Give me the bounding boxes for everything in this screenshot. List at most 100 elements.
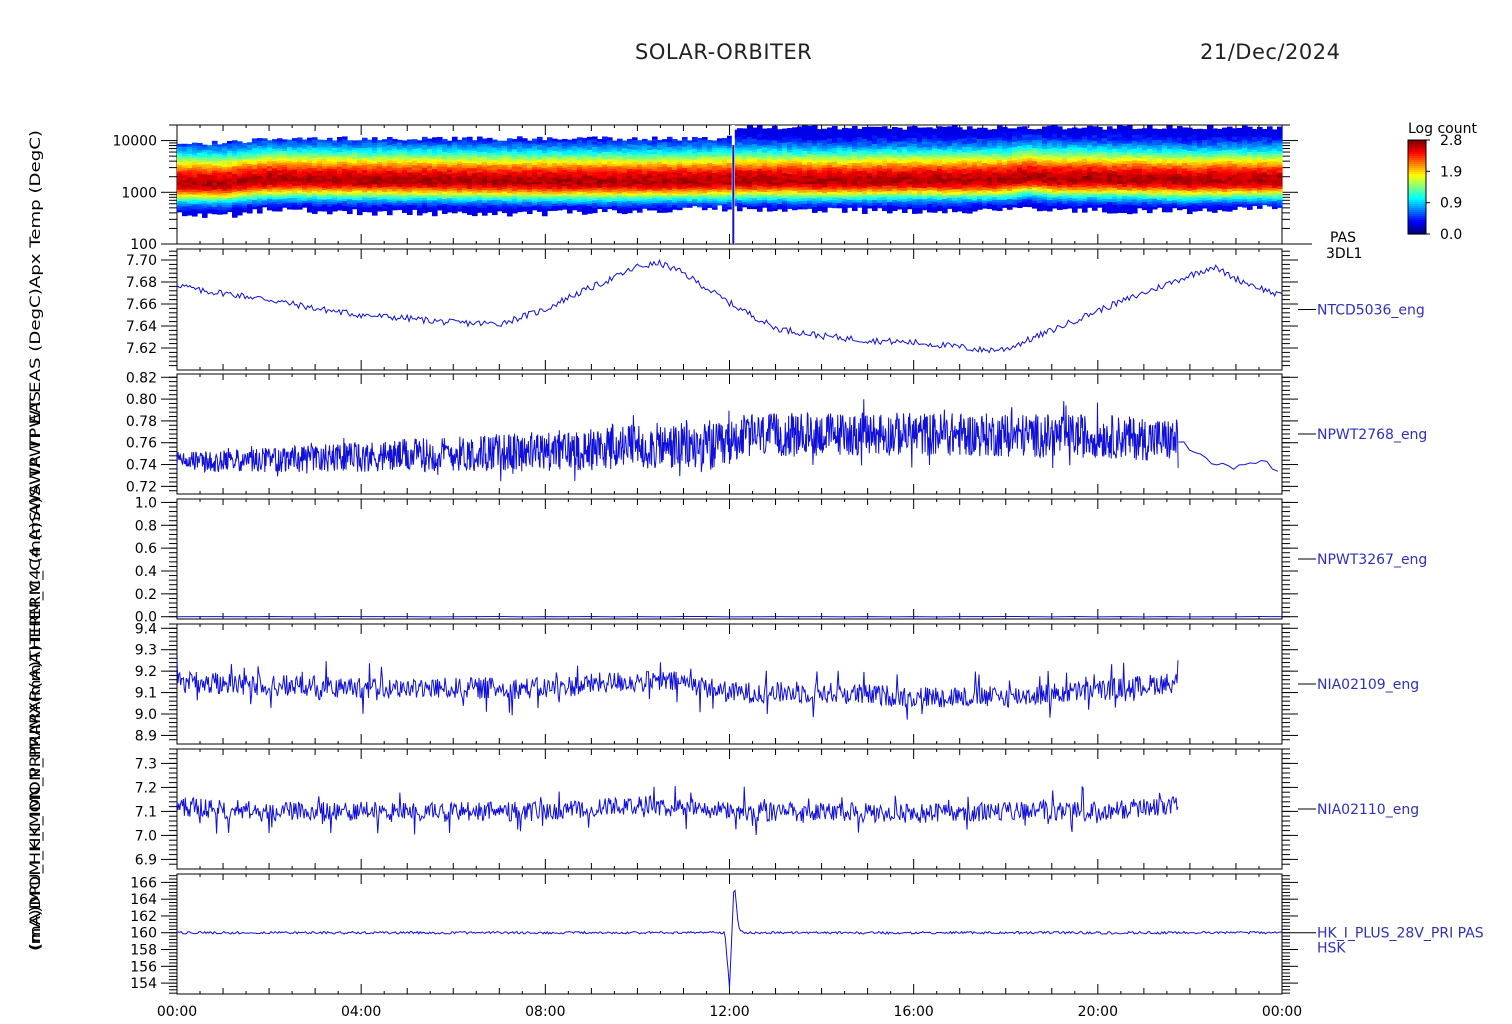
spectrogram-cell <box>787 184 793 187</box>
spectrogram-cell <box>367 207 373 210</box>
spectrogram-cell <box>512 166 518 169</box>
spectrogram-cell <box>667 162 673 165</box>
spectrogram-cell <box>597 190 603 193</box>
spectrogram-cell <box>452 210 458 213</box>
spectrogram-cell <box>472 140 478 143</box>
spectrogram-cell <box>722 184 728 187</box>
spectrogram-cell <box>242 161 248 164</box>
spectrogram-cell <box>672 139 678 142</box>
spectrogram-cell <box>357 210 363 213</box>
spectrogram-cell <box>592 164 598 167</box>
spectrogram-cell <box>507 172 513 175</box>
spectrogram-cell <box>697 154 703 157</box>
spectrogram-cell <box>787 179 793 182</box>
spectrogram-cell <box>497 178 503 181</box>
spectrogram-cell <box>602 162 608 165</box>
spectrogram-cell <box>447 167 453 170</box>
spectrogram-cell <box>297 149 303 152</box>
spectrogram-cell <box>327 211 333 214</box>
spectrogram-cell <box>692 144 698 147</box>
spectrogram-cell <box>447 157 453 160</box>
spectrogram-cell <box>382 139 388 142</box>
spectrogram-cell <box>502 189 508 192</box>
spectrogram-cell <box>367 176 373 179</box>
spectrogram-cell <box>497 150 503 153</box>
spectrogram-cell <box>377 161 383 164</box>
spectrogram-cell <box>407 210 413 213</box>
spectrogram-cell <box>562 198 568 201</box>
spectrogram-cell <box>727 146 733 149</box>
spectrogram-cell <box>667 187 673 190</box>
spectrogram-cell <box>612 164 618 167</box>
spectrogram-cell <box>427 190 433 193</box>
spectrogram-cell <box>312 155 318 158</box>
spectrogram-cell <box>387 163 393 166</box>
spectrogram-cell <box>362 202 368 205</box>
spectrogram-cell <box>352 184 358 187</box>
spectrogram-cell <box>312 145 318 148</box>
spectrogram-cell <box>287 165 293 168</box>
spectrogram-cell <box>617 198 623 201</box>
spectrogram-cell <box>437 169 443 172</box>
spectrogram-cell <box>212 172 218 175</box>
spectrogram-cell <box>692 171 698 174</box>
spectrogram-cell <box>767 150 773 153</box>
spectrogram-cell <box>297 178 303 181</box>
spectrogram-cell <box>717 138 723 141</box>
spectrogram-cell <box>247 180 253 183</box>
spectrogram-cell <box>297 202 303 205</box>
spectrogram-cell <box>772 157 778 160</box>
spectrogram-cell <box>637 150 643 153</box>
spectrogram-cell <box>602 139 608 142</box>
panel-label: HSK <box>1317 941 1346 957</box>
spectrogram-cell <box>417 153 423 156</box>
spectrogram-cell <box>377 192 383 195</box>
spectrogram-cell <box>527 211 533 214</box>
spectrogram-cell <box>752 149 758 152</box>
spectrogram-cell <box>382 192 388 195</box>
spectrogram-cell <box>797 201 803 204</box>
spectrogram-cell <box>222 148 228 151</box>
spectrogram-cell <box>447 160 453 163</box>
spectrogram-cell <box>662 203 668 206</box>
spectrogram-cell <box>727 150 733 153</box>
spectrogram-cell <box>532 158 538 161</box>
spectrogram-cell <box>182 165 188 168</box>
spectrogram-cell <box>727 207 733 210</box>
spectrogram-cell <box>412 202 418 205</box>
spectrogram-cell <box>667 204 673 207</box>
spectrogram-cell <box>767 134 773 137</box>
spectrogram-cell <box>417 205 423 208</box>
spectrogram-cell <box>642 141 648 144</box>
spectrogram-cell <box>457 145 463 148</box>
spectrogram-cell <box>242 177 248 180</box>
spectrogram-cell <box>322 199 328 202</box>
spectrogram-cell <box>447 184 453 187</box>
spectrogram-cell <box>257 183 263 186</box>
spectrogram-cell <box>197 187 203 190</box>
spectrogram-cell <box>222 162 228 165</box>
spectrogram-cell <box>202 188 208 191</box>
spectrogram-cell <box>572 172 578 175</box>
spectrogram-cell <box>557 165 563 168</box>
spectrogram-cell <box>177 192 183 195</box>
spectrogram-cell <box>777 198 783 201</box>
spectrogram-cell <box>477 147 483 150</box>
spectrogram-cell <box>532 196 538 199</box>
spectrogram-cell <box>532 151 538 154</box>
spectrogram-cell <box>677 171 683 174</box>
spectrogram-cell <box>667 159 673 162</box>
spectrogram-cell <box>587 185 593 188</box>
spectrogram-cell <box>337 193 343 196</box>
spectrogram-cell <box>627 210 633 213</box>
spectrogram-cell <box>757 143 763 146</box>
spectrogram-cell <box>197 206 203 209</box>
spectrogram-cell <box>477 172 483 175</box>
spectrogram-cell <box>702 159 708 162</box>
spectrogram-cell <box>372 142 378 145</box>
spectrogram-cell <box>352 163 358 166</box>
spectrogram-cell <box>417 173 423 176</box>
spectrogram-cell <box>802 167 808 170</box>
spectrogram-cell <box>247 194 253 197</box>
spectrogram-cell <box>647 196 653 199</box>
